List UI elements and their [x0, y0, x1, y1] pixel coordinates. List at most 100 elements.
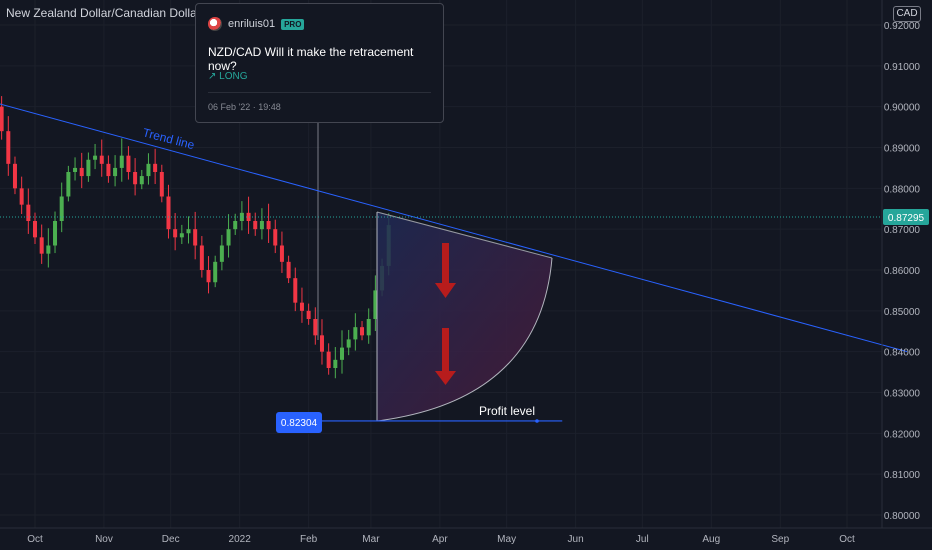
- candle-body: [26, 204, 31, 221]
- candle-body: [353, 327, 358, 340]
- price-tick-label: 0.81000: [884, 470, 921, 481]
- profit-level-label: Profit level: [479, 404, 535, 418]
- candle-body: [286, 261, 291, 279]
- price-tick-label: 0.91000: [884, 62, 921, 73]
- candle-body: [340, 347, 345, 360]
- pro-badge: PRO: [281, 18, 305, 30]
- candle-body: [186, 229, 191, 234]
- time-tick-label: Apr: [432, 534, 448, 545]
- candle-body: [119, 155, 124, 168]
- time-axis[interactable]: Oct Nov Dec 2022 Feb Mar Apr May Jun Jul Aug Sep Oct: [27, 534, 855, 545]
- projection-top-edge: [376, 211, 553, 259]
- candle-body: [253, 221, 258, 230]
- candle-body: [153, 163, 158, 172]
- candle-body: [12, 163, 17, 189]
- author-name[interactable]: enriluis01: [228, 18, 276, 30]
- candle-body: [299, 302, 304, 311]
- candle-body: [166, 196, 171, 230]
- current-price-value: 0.87295: [888, 213, 925, 224]
- candle-body: [226, 229, 231, 246]
- candle-body: [66, 172, 71, 197]
- candle-body: [319, 335, 324, 352]
- candle-body: [233, 221, 238, 230]
- candle-body: [279, 245, 284, 262]
- profit-level-handle[interactable]: [535, 419, 539, 423]
- time-tick-label: Oct: [27, 534, 43, 545]
- candle-body: [139, 176, 144, 185]
- candle-body: [326, 351, 331, 368]
- idea-direction: ↗ LONG: [208, 71, 248, 82]
- price-tick-label: 0.88000: [884, 184, 921, 195]
- candle-body: [346, 339, 351, 348]
- idea-card[interactable]: enriluis01 PRO NZD/CAD Will it make the …: [195, 3, 444, 123]
- idea-date: 06 Feb '22 · 19:48: [208, 102, 281, 112]
- price-tick-label: 0.89000: [884, 144, 921, 155]
- candle-body: [373, 290, 378, 319]
- candle-body: [53, 221, 58, 246]
- candle-body: [159, 172, 164, 197]
- candle-body: [199, 245, 204, 270]
- candle-body: [133, 172, 138, 185]
- time-tick-label: May: [497, 534, 516, 545]
- candle-body: [306, 310, 311, 319]
- candle-body: [313, 319, 318, 336]
- candle-body: [333, 359, 338, 368]
- time-tick-label: Sep: [771, 534, 789, 545]
- price-tick-label: 0.84000: [884, 348, 921, 359]
- candle-body: [239, 212, 244, 221]
- author-row[interactable]: enriluis01 PRO: [208, 17, 305, 31]
- candle-body: [79, 167, 84, 177]
- candle-body: [173, 229, 178, 238]
- price-tick-label: 0.83000: [884, 389, 921, 400]
- price-tick-label: 0.87000: [884, 225, 921, 236]
- currency-button[interactable]: CAD: [893, 6, 921, 22]
- target-price-tag[interactable]: [276, 412, 322, 433]
- candle-body: [360, 327, 365, 336]
- candle-body: [93, 155, 98, 160]
- candle-body: [39, 237, 44, 254]
- candle-body: [213, 261, 218, 283]
- candle-body: [179, 233, 184, 238]
- trend-line[interactable]: [0, 103, 908, 353]
- time-tick-label: Mar: [362, 534, 380, 545]
- target-price-value: 0.82304: [281, 418, 318, 429]
- time-tick-label: Feb: [300, 534, 318, 545]
- candle-body: [73, 167, 78, 172]
- time-tick-label: Oct: [839, 534, 855, 545]
- candle-body: [259, 221, 264, 230]
- projection-wedge[interactable]: [377, 212, 552, 421]
- candle-body: [86, 159, 91, 177]
- down-arrow-icon: [435, 243, 456, 298]
- candle-body: [19, 188, 24, 205]
- candle-body: [246, 212, 251, 221]
- price-tick-label: 0.90000: [884, 103, 921, 114]
- candle-body: [6, 131, 11, 164]
- candle-body: [0, 106, 4, 132]
- candle-body: [193, 229, 198, 246]
- candle-body: [266, 221, 271, 230]
- time-tick-label: Jun: [568, 534, 584, 545]
- projection-arc: [376, 257, 553, 422]
- time-tick-label: Aug: [702, 534, 720, 545]
- down-arrow-icon: [435, 328, 456, 385]
- idea-title[interactable]: NZD/CAD Will it make the retracement now…: [208, 45, 414, 73]
- candle-body: [146, 163, 151, 177]
- candle-body: [219, 245, 224, 262]
- candle-body: [106, 163, 111, 177]
- candle-body: [206, 270, 211, 283]
- candle-body: [46, 245, 51, 254]
- time-tick-label: Jul: [636, 534, 649, 545]
- price-axis[interactable]: 0.92000 0.91000 0.90000 0.89000 0.88000 0.870…: [884, 21, 921, 522]
- price-tick-label: 0.80000: [884, 511, 921, 522]
- candle-body: [126, 155, 131, 172]
- price-tick-label: 0.86000: [884, 266, 921, 277]
- candle-body: [366, 319, 371, 336]
- avatar[interactable]: [208, 17, 222, 31]
- price-tick-label: 0.85000: [884, 307, 921, 318]
- card-divider: [208, 92, 431, 93]
- candle-body: [273, 229, 278, 246]
- price-tick-label: 0.92000: [884, 21, 921, 32]
- candle-body: [99, 155, 104, 164]
- current-price-tag: [883, 209, 929, 225]
